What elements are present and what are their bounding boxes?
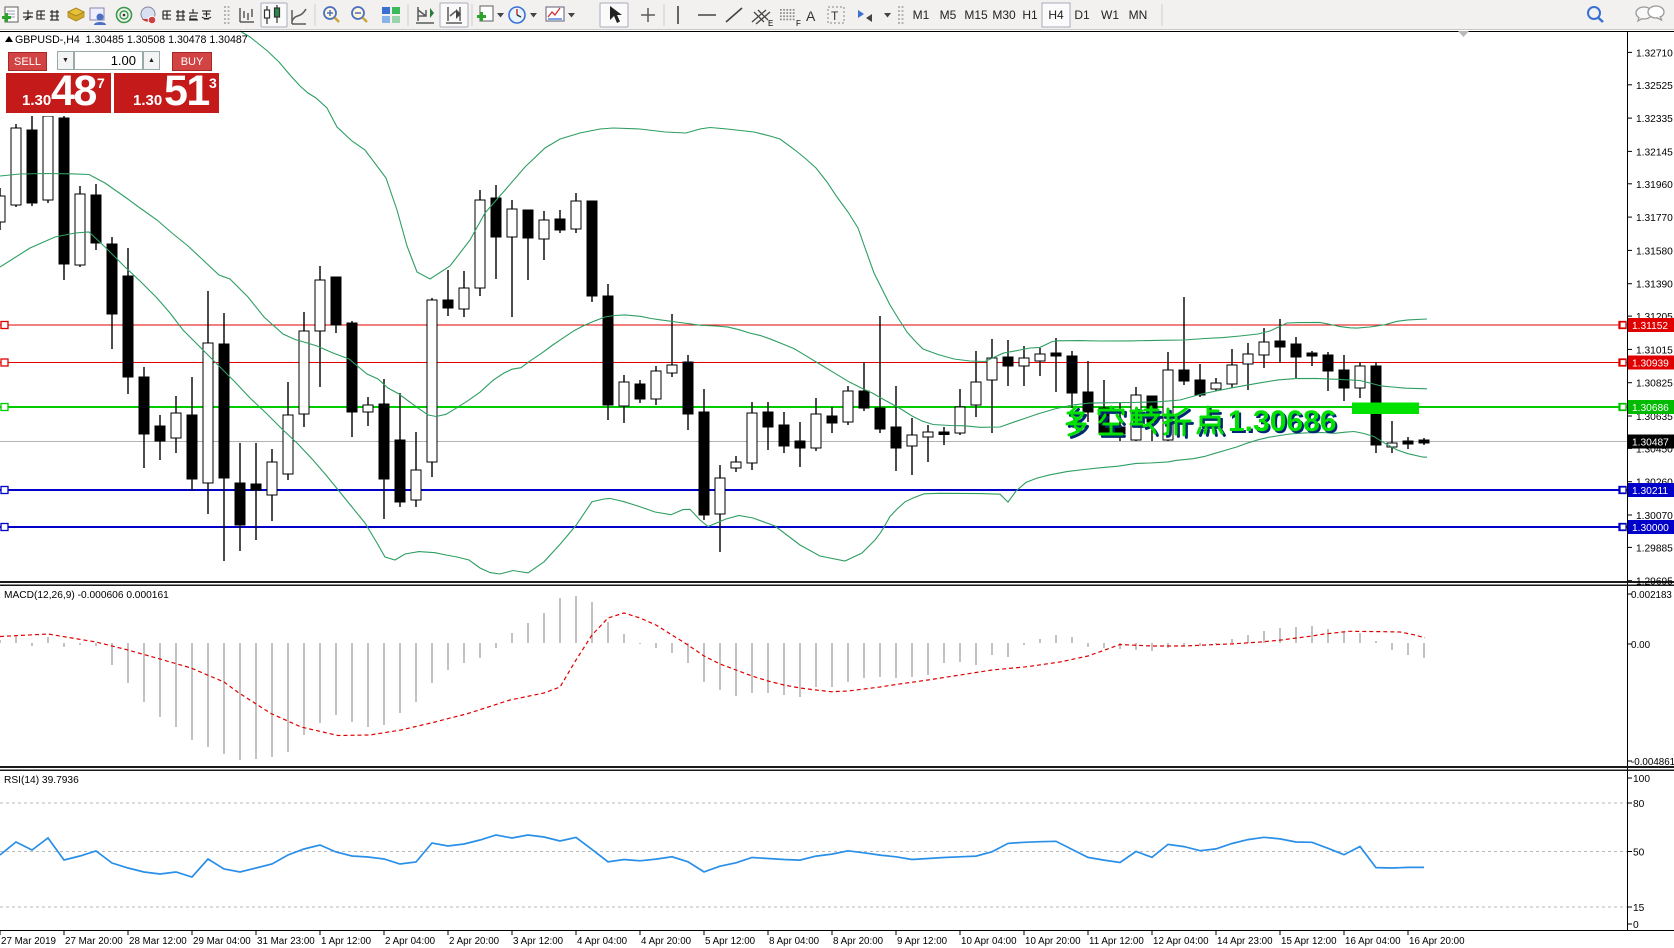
svg-text:W1: W1 bbox=[1101, 8, 1119, 22]
svg-text:1 Apr 12:00: 1 Apr 12:00 bbox=[321, 936, 372, 947]
svg-text:27 Mar 2019: 27 Mar 2019 bbox=[1, 936, 56, 947]
svg-text:1.30635: 1.30635 bbox=[1636, 412, 1673, 423]
svg-text:0: 0 bbox=[1633, 920, 1639, 931]
svg-text:12 Apr 04:00: 12 Apr 04:00 bbox=[1153, 936, 1209, 947]
svg-text:27 Mar 20:00: 27 Mar 20:00 bbox=[65, 936, 123, 947]
svg-text:D1: D1 bbox=[1074, 8, 1090, 22]
svg-text:M1: M1 bbox=[913, 8, 930, 22]
svg-text:10 Apr 04:00: 10 Apr 04:00 bbox=[961, 936, 1017, 947]
svg-text:3 Apr 12:00: 3 Apr 12:00 bbox=[513, 936, 564, 947]
svg-text:1.31960: 1.31960 bbox=[1636, 180, 1673, 191]
svg-text:H4: H4 bbox=[1048, 8, 1064, 22]
svg-text:15 Apr 12:00: 15 Apr 12:00 bbox=[1281, 936, 1337, 947]
svg-text:1.31390: 1.31390 bbox=[1636, 280, 1673, 291]
svg-text:H1: H1 bbox=[1022, 8, 1038, 22]
svg-text:F: F bbox=[796, 19, 801, 28]
svg-text:80: 80 bbox=[1633, 799, 1645, 810]
svg-text:1.29695: 1.29695 bbox=[1636, 577, 1673, 588]
svg-text:T: T bbox=[831, 9, 839, 23]
svg-text:1.31205: 1.31205 bbox=[1636, 312, 1673, 323]
svg-text:1.30070: 1.30070 bbox=[1636, 511, 1673, 522]
svg-text:M5: M5 bbox=[940, 8, 957, 22]
svg-text:10 Apr 20:00: 10 Apr 20:00 bbox=[1025, 936, 1081, 947]
svg-text:1.31770: 1.31770 bbox=[1636, 213, 1673, 224]
svg-text:1.32335: 1.32335 bbox=[1636, 114, 1673, 125]
svg-text:MN: MN bbox=[1129, 8, 1148, 22]
svg-text:0.00: 0.00 bbox=[1631, 640, 1651, 651]
svg-text:9 Apr 12:00: 9 Apr 12:00 bbox=[897, 936, 948, 947]
svg-text:MACD(12,26,9) -0.000606 0.0001: MACD(12,26,9) -0.000606 0.000161 bbox=[4, 590, 169, 601]
svg-text:50: 50 bbox=[1633, 848, 1645, 859]
svg-text:M15: M15 bbox=[964, 8, 988, 22]
svg-text:4 Apr 04:00: 4 Apr 04:00 bbox=[577, 936, 628, 947]
svg-text:16 Apr 20:00: 16 Apr 20:00 bbox=[1409, 936, 1465, 947]
svg-text:4 Apr 20:00: 4 Apr 20:00 bbox=[641, 936, 692, 947]
svg-text:E: E bbox=[768, 19, 773, 28]
svg-text:1.30686: 1.30686 bbox=[1230, 407, 1338, 440]
svg-text:1.29885: 1.29885 bbox=[1636, 543, 1673, 554]
svg-text:RSI(14) 39.7936: RSI(14) 39.7936 bbox=[4, 775, 79, 786]
svg-text:1.32145: 1.32145 bbox=[1636, 147, 1673, 158]
svg-text:1.31152: 1.31152 bbox=[1632, 321, 1668, 332]
svg-text:100: 100 bbox=[1633, 774, 1650, 785]
svg-text:5 Apr 12:00: 5 Apr 12:00 bbox=[705, 936, 756, 947]
svg-text:15: 15 bbox=[1633, 903, 1645, 914]
svg-text:1.30939: 1.30939 bbox=[1632, 359, 1669, 370]
svg-text:8 Apr 20:00: 8 Apr 20:00 bbox=[833, 936, 884, 947]
svg-text:1.32710: 1.32710 bbox=[1636, 48, 1673, 59]
svg-text:A: A bbox=[806, 8, 816, 24]
svg-text:31 Mar 23:00: 31 Mar 23:00 bbox=[257, 936, 315, 947]
svg-text:M30: M30 bbox=[992, 8, 1016, 22]
svg-text:28 Mar 12:00: 28 Mar 12:00 bbox=[129, 936, 187, 947]
svg-text:2 Apr 04:00: 2 Apr 04:00 bbox=[385, 936, 436, 947]
svg-text:2 Apr 20:00: 2 Apr 20:00 bbox=[449, 936, 500, 947]
svg-text:1.31580: 1.31580 bbox=[1636, 246, 1673, 257]
svg-text:1.30450: 1.30450 bbox=[1636, 444, 1673, 455]
svg-text:0.002183: 0.002183 bbox=[1631, 590, 1672, 601]
svg-text:GBPUSD-,H4 1.30485 1.30508 1.: GBPUSD-,H4 1.30485 1.30508 1.30478 1.304… bbox=[15, 34, 248, 46]
svg-text:29 Mar 04:00: 29 Mar 04:00 bbox=[193, 936, 251, 947]
svg-text:8 Apr 04:00: 8 Apr 04:00 bbox=[769, 936, 820, 947]
svg-text:1.30686: 1.30686 bbox=[1632, 403, 1669, 414]
svg-text:1.30211: 1.30211 bbox=[1632, 486, 1668, 497]
svg-text:-0.004861: -0.004861 bbox=[1631, 757, 1674, 768]
svg-text:1.30000: 1.30000 bbox=[1632, 523, 1669, 534]
svg-text:11 Apr 12:00: 11 Apr 12:00 bbox=[1089, 936, 1144, 947]
svg-text:1.30825: 1.30825 bbox=[1636, 379, 1673, 390]
svg-text:1.31015: 1.31015 bbox=[1636, 345, 1673, 356]
svg-text:1.30686: 1.30686 bbox=[1228, 405, 1336, 438]
svg-text:1.32525: 1.32525 bbox=[1636, 81, 1673, 92]
svg-text:1.30487: 1.30487 bbox=[1632, 438, 1669, 449]
svg-text:14 Apr 23:00: 14 Apr 23:00 bbox=[1217, 936, 1273, 947]
svg-text:16 Apr 04:00: 16 Apr 04:00 bbox=[1345, 936, 1401, 947]
